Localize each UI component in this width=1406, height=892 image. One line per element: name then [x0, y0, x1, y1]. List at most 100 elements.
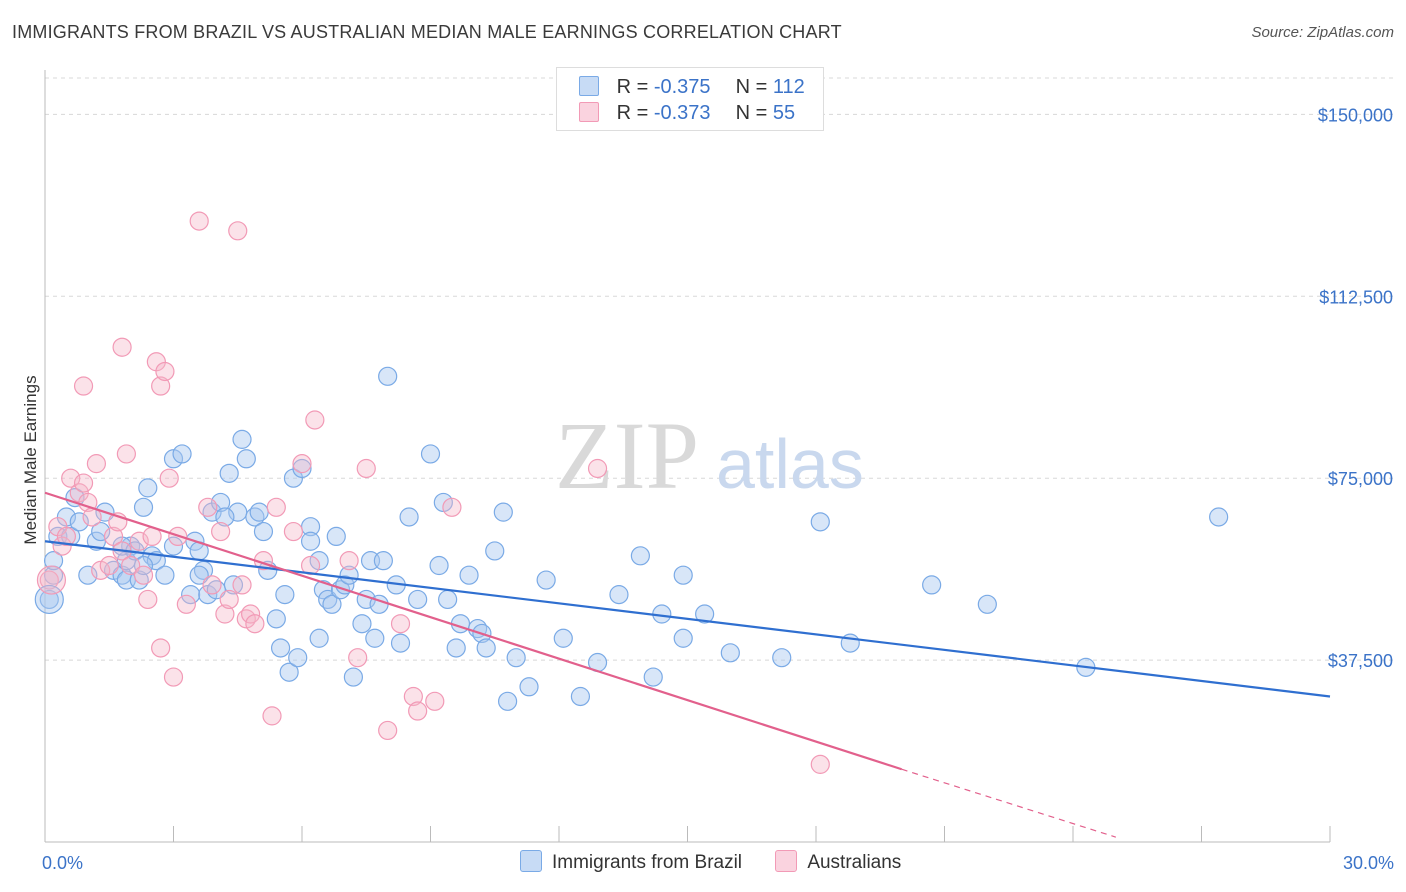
australians-point[interactable]: [300, 555, 321, 576]
australians-point[interactable]: [163, 667, 184, 687]
australians-point[interactable]: [155, 361, 175, 382]
brazil-point[interactable]: [300, 531, 321, 551]
brazil-point[interactable]: [570, 686, 591, 707]
brazil-point[interactable]: [643, 667, 663, 687]
brazil-point[interactable]: [485, 541, 505, 561]
brazil-point[interactable]: [339, 565, 359, 585]
australians-point[interactable]: [61, 468, 81, 488]
brazil-point[interactable]: [91, 521, 111, 542]
brazil-point[interactable]: [313, 580, 334, 600]
australians-point[interactable]: [810, 754, 830, 774]
brazil-point[interactable]: [438, 589, 458, 610]
brazil-point[interactable]: [279, 662, 299, 682]
australians-point[interactable]: [133, 565, 154, 585]
brazil-point[interactable]: [519, 677, 539, 697]
brazil-point[interactable]: [292, 458, 312, 479]
brazil-point[interactable]: [266, 609, 286, 629]
brazil-point[interactable]: [373, 551, 393, 571]
brazil-point[interactable]: [343, 667, 363, 687]
australians-point[interactable]: [425, 691, 445, 711]
brazil-point[interactable]: [172, 444, 192, 464]
brazil-point[interactable]: [498, 691, 518, 711]
brazil-point[interactable]: [408, 589, 428, 610]
australians-point[interactable]: [245, 614, 265, 634]
australians-point[interactable]: [292, 454, 312, 474]
brazil-point[interactable]: [270, 638, 291, 658]
brazil-point[interactable]: [133, 497, 154, 517]
australians-point[interactable]: [116, 444, 136, 464]
brazil-point[interactable]: [309, 628, 329, 648]
brazil-point[interactable]: [720, 643, 740, 663]
brazil-point[interactable]: [459, 565, 479, 585]
brazil-point[interactable]: [446, 638, 466, 658]
brazil-point[interactable]: [253, 521, 274, 542]
brazil-point[interactable]: [536, 570, 556, 590]
brazil-point[interactable]: [249, 502, 269, 522]
australians-point[interactable]: [339, 551, 359, 571]
australians-point[interactable]: [86, 454, 107, 474]
brazil-point[interactable]: [189, 565, 209, 585]
australians-point[interactable]: [198, 497, 218, 517]
australians-point[interactable]: [99, 555, 119, 576]
australians-point[interactable]: [138, 589, 158, 610]
australians-point[interactable]: [348, 648, 368, 668]
brazil-point[interactable]: [181, 585, 201, 605]
brazil-point[interactable]: [1209, 507, 1229, 527]
australians-point[interactable]: [73, 376, 94, 396]
brazil-point[interactable]: [695, 604, 715, 624]
brazil-point[interactable]: [390, 633, 411, 653]
brazil-point[interactable]: [39, 589, 59, 610]
australians-point[interactable]: [587, 458, 608, 479]
brazil-point[interactable]: [322, 594, 342, 614]
australians-point[interactable]: [129, 531, 149, 551]
australians-point[interactable]: [232, 575, 252, 595]
australians-point[interactable]: [176, 594, 196, 614]
australians-point[interactable]: [52, 536, 72, 556]
australians-point[interactable]: [151, 638, 171, 658]
australians-point[interactable]: [219, 589, 239, 610]
brazil-point[interactable]: [476, 638, 496, 658]
brazil-point[interactable]: [78, 565, 98, 585]
australians-point[interactable]: [103, 526, 124, 547]
brazil-point[interactable]: [506, 648, 526, 668]
australians-point[interactable]: [378, 720, 398, 741]
australians-point[interactable]: [283, 521, 304, 542]
brazil-point[interactable]: [365, 628, 385, 648]
brazil-point[interactable]: [155, 565, 175, 585]
australians-point[interactable]: [151, 376, 171, 396]
brazil-point[interactable]: [553, 628, 573, 648]
brazil-point[interactable]: [922, 575, 942, 595]
brazil-point[interactable]: [232, 429, 252, 449]
brazil-point[interactable]: [236, 449, 256, 469]
australians-point[interactable]: [112, 337, 132, 357]
brazil-point[interactable]: [420, 444, 441, 464]
brazil-point[interactable]: [609, 585, 629, 605]
brazil-point[interactable]: [630, 546, 650, 566]
brazil-point[interactable]: [138, 478, 158, 498]
australians-point[interactable]: [215, 604, 235, 624]
australians-point[interactable]: [305, 410, 325, 430]
brazil-point[interactable]: [163, 536, 184, 556]
australians-point[interactable]: [408, 701, 428, 721]
brazil-point[interactable]: [810, 512, 830, 532]
australians-point[interactable]: [266, 497, 286, 517]
australians-point[interactable]: [262, 706, 282, 726]
brazil-point[interactable]: [977, 594, 997, 614]
brazil-point[interactable]: [335, 575, 355, 595]
brazil-point[interactable]: [275, 585, 295, 605]
brazil-point[interactable]: [211, 492, 231, 513]
brazil-point[interactable]: [673, 628, 693, 648]
series-legend-brazil[interactable]: Immigrants from Brazil: [520, 850, 742, 874]
brazil-point[interactable]: [215, 507, 235, 527]
australians-point[interactable]: [159, 468, 179, 488]
brazil-point[interactable]: [326, 526, 346, 547]
brazil-point[interactable]: [352, 614, 372, 634]
brazil-point[interactable]: [493, 502, 513, 522]
australians-point[interactable]: [403, 686, 423, 707]
brazil-point[interactable]: [673, 565, 693, 585]
australians-point[interactable]: [56, 526, 77, 547]
brazil-point[interactable]: [43, 551, 64, 571]
australians-point[interactable]: [189, 211, 209, 231]
australians-point[interactable]: [211, 521, 231, 542]
brazil-point[interactable]: [772, 648, 792, 668]
